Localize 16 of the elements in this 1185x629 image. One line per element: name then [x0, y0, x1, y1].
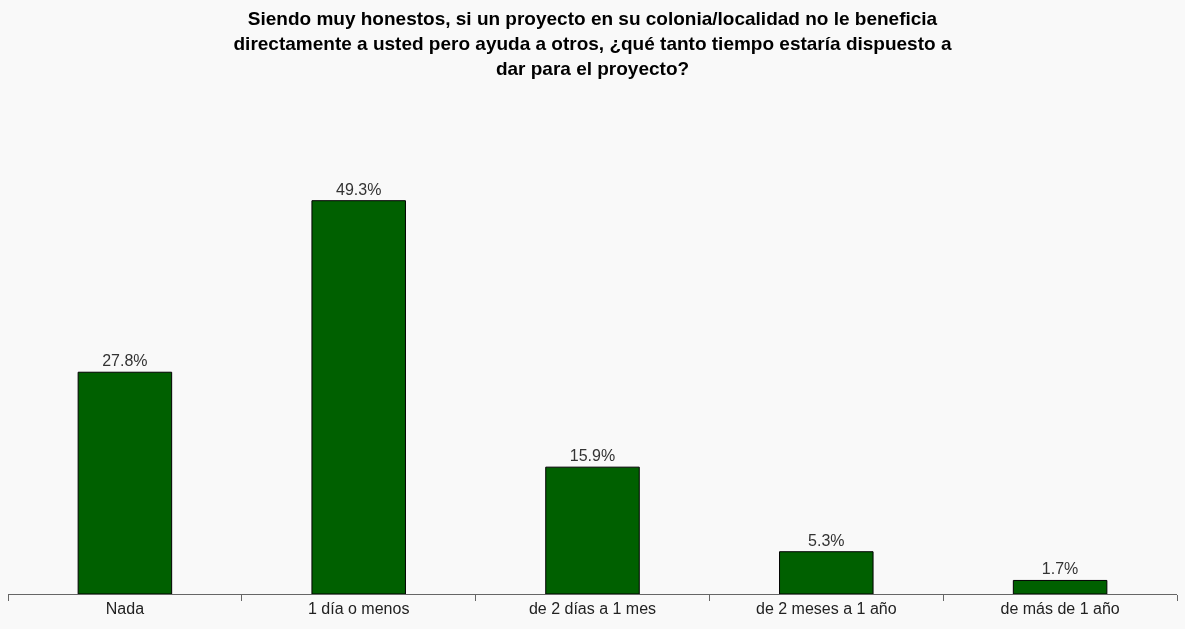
data-label: 5.3% — [808, 531, 845, 549]
data-label: 15.9% — [569, 447, 616, 465]
bar — [77, 371, 173, 594]
data-label: 27.8% — [102, 352, 148, 370]
data-label: 1.7% — [1041, 560, 1079, 578]
x-tick-label: de 2 meses a 1 año — [756, 600, 897, 618]
bar — [779, 551, 874, 594]
x-tick-label: 1 día o menos — [308, 600, 410, 618]
bar — [1012, 579, 1108, 594]
bar — [311, 200, 406, 594]
x-tick-label: de más de 1 año — [1000, 600, 1120, 618]
x-tick-label: de 2 días a 1 mes — [528, 600, 657, 618]
bar — [545, 466, 640, 594]
chart-title: Siendo muy honestos, si un proyecto en su colonia/localidad no le beneficia directamente a usted pero ayuda a otros, ¿qué tanto tiempo estaría dispuesto a dar para el proyecto? — [233, 8, 952, 79]
data-label: 49.3% — [336, 180, 382, 198]
x-tick-label: Nada — [105, 600, 145, 618]
